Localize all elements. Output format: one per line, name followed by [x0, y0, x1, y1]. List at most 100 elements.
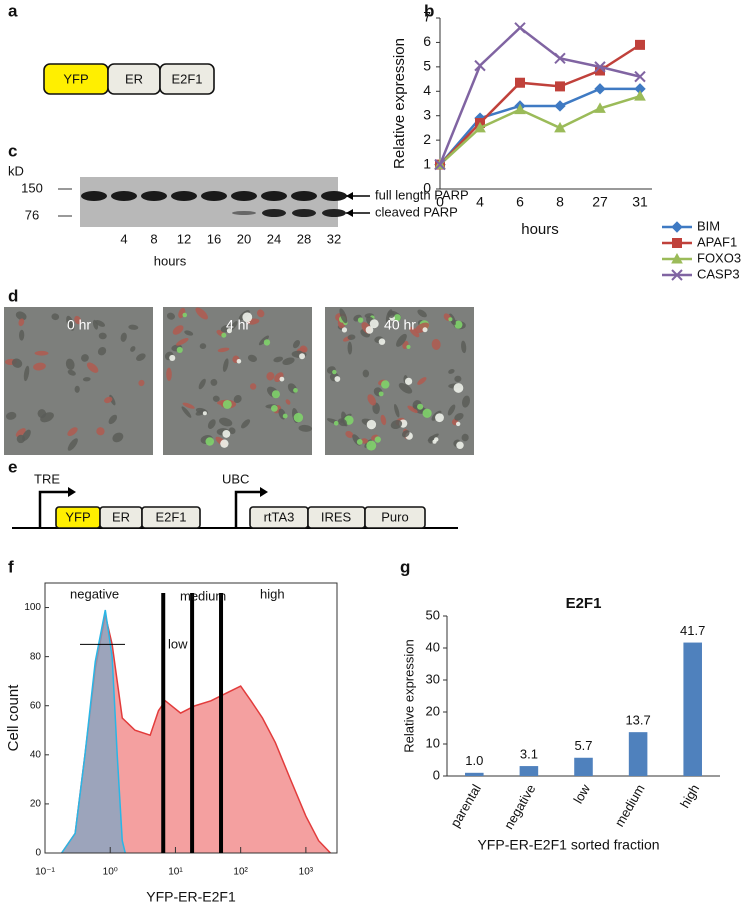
box-label: E2F1 — [155, 509, 186, 524]
point — [474, 121, 486, 133]
x-axis-label: YFP-ER-E2F1 — [146, 889, 236, 905]
cell — [176, 346, 183, 353]
cell — [212, 395, 220, 402]
cell — [169, 354, 176, 361]
cell — [67, 427, 78, 437]
lane-label: 24 — [267, 231, 281, 246]
cell — [82, 377, 91, 382]
cell — [431, 338, 441, 350]
cell — [435, 413, 444, 423]
arrow-head — [260, 487, 268, 497]
cell — [334, 376, 341, 382]
cell — [299, 345, 308, 353]
lane-label: 16 — [207, 231, 221, 246]
cell — [282, 357, 295, 366]
point — [555, 81, 565, 92]
unit-label: kD — [8, 163, 24, 178]
cell — [406, 344, 411, 349]
value-label: 5.7 — [574, 738, 592, 753]
bar — [465, 772, 484, 776]
cell — [380, 414, 387, 426]
area-line — [61, 609, 126, 854]
y-tick-label: 0 — [433, 767, 440, 782]
x-tick-label: high — [677, 782, 702, 811]
band — [201, 191, 227, 201]
band — [141, 191, 167, 201]
box-label: Puro — [381, 509, 408, 524]
cell — [396, 333, 407, 347]
x-tick-label: 27 — [592, 194, 608, 210]
band — [321, 191, 347, 201]
line-chart: 0 1 2 3 4 5 6 7 0 4 6 8 27 31 Relative expression hours… — [391, 9, 741, 282]
blot-panel: kD 150 76 full length PARP cleaved PARP … — [8, 163, 469, 268]
cell — [455, 421, 461, 427]
cell — [222, 358, 229, 372]
box-label: rtTA3 — [264, 509, 295, 524]
point — [635, 39, 645, 50]
cell — [222, 430, 231, 438]
cell — [37, 409, 47, 419]
cell — [172, 325, 184, 335]
cell — [422, 408, 432, 418]
cell — [292, 340, 301, 349]
x-axis-label: YFP-ER-E2F1 sorted fraction — [477, 837, 659, 853]
cell — [273, 356, 284, 363]
bands — [81, 191, 347, 217]
cell — [220, 439, 229, 448]
point — [594, 83, 606, 95]
cell — [461, 433, 469, 442]
cell — [417, 309, 427, 318]
cell — [181, 406, 192, 418]
cell — [454, 375, 462, 383]
cell — [199, 343, 207, 350]
band — [171, 191, 197, 201]
gate-label: high — [260, 586, 285, 601]
y-tick-label: 80 — [30, 651, 42, 662]
band — [262, 209, 286, 217]
e2f1-box — [141, 506, 201, 529]
gate-label: low — [168, 636, 188, 651]
cell — [456, 441, 464, 449]
band — [111, 191, 137, 201]
cell — [453, 383, 464, 393]
marker-label: 76 — [25, 207, 39, 222]
cell — [51, 313, 60, 321]
gate-label: negative — [70, 586, 119, 601]
micrograph: 40 hr — [325, 307, 474, 455]
band — [292, 209, 316, 217]
cell — [108, 414, 118, 425]
cell — [96, 427, 105, 436]
cell — [293, 412, 304, 423]
cell — [97, 346, 107, 356]
cell — [92, 319, 99, 330]
cell — [285, 399, 291, 405]
lane-label: 8 — [150, 231, 157, 246]
cell — [202, 411, 207, 416]
cell — [409, 326, 420, 338]
point — [434, 158, 446, 171]
image-bg — [325, 307, 474, 455]
y-tick-label: 0 — [35, 848, 41, 859]
cell — [407, 405, 418, 413]
cell — [15, 428, 26, 437]
cell — [104, 396, 113, 404]
cell — [434, 437, 439, 442]
cell — [233, 395, 242, 404]
y-tick-label: 40 — [30, 749, 42, 760]
cell — [249, 383, 257, 390]
legend-marker — [671, 269, 683, 281]
cell — [401, 430, 410, 438]
x-tick-label: negative — [501, 782, 539, 832]
y-tick-label: 50 — [426, 607, 440, 622]
series-line — [439, 94, 641, 166]
lane-label: 4 — [120, 231, 127, 246]
panel-label: c — [8, 141, 17, 160]
cell — [18, 318, 25, 327]
cell — [461, 340, 467, 354]
cell — [184, 330, 194, 336]
point — [515, 77, 525, 88]
cell — [298, 424, 313, 432]
cell — [356, 439, 363, 445]
cell — [33, 362, 46, 371]
cell — [98, 332, 107, 340]
